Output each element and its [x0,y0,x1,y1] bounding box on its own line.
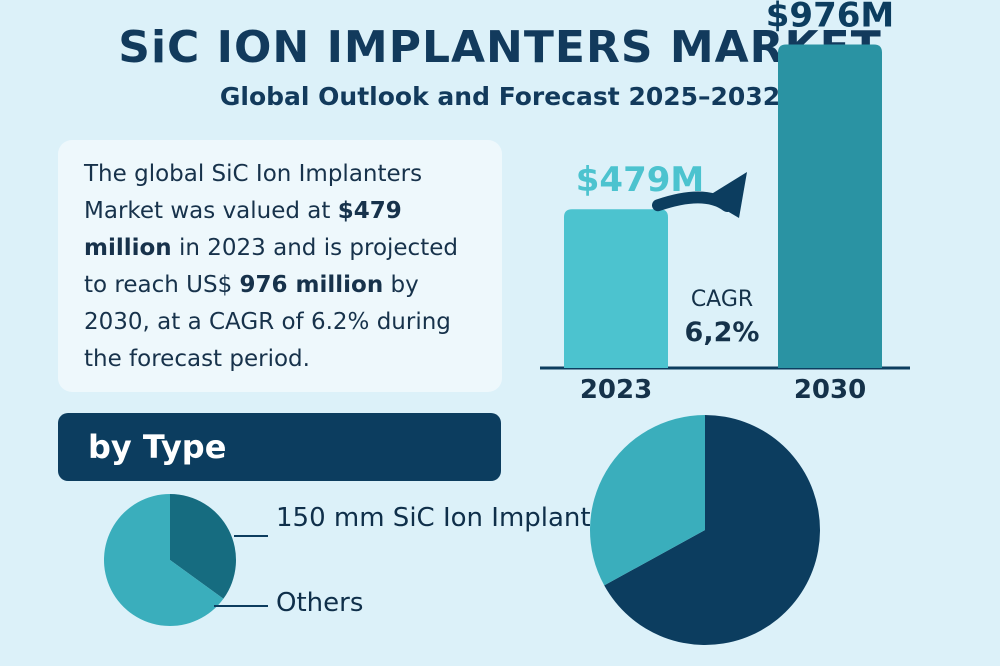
x-tick-label-2023: 2023 [580,375,652,405]
pie-slice-others [103,493,224,626]
x-tick-label-2030: 2030 [794,375,866,405]
summary-text-2: in 2023 and is projected to reach US$ [84,235,458,298]
summary-value-2030: 976 million [239,272,384,298]
pie-slice-150mm [170,494,236,599]
data-label-2030: $976M [766,0,894,36]
cagr-value: 6,2% [685,317,760,348]
bar-2023 [564,209,668,368]
legend-label-others: Others [276,588,364,618]
page-subtitle: Global Outlook and Forecast 2025–2032 [219,82,781,111]
page-title: SiC ION IMPLANTERS MARKET [118,22,882,73]
legend-label-150mm: 150 mm SiC Ion Implanters [276,503,631,533]
big-pie-slice-1 [604,415,820,645]
growth-arrow-head [705,172,747,218]
summary-value-2023: $479 million [84,198,402,261]
by-type-heading: by Type [58,413,501,481]
summary-text-3: by 2030, at a CAGR of 6.2% during the fo… [84,272,451,372]
cagr-label: CAGR [691,287,753,312]
summary-card: The global SiC Ion Implanters Market was… [58,140,502,392]
big-pie-slice-2 [590,414,705,586]
summary-text-1: The global SiC Ion Implanters Market was… [84,161,423,224]
bar-2030 [778,44,882,368]
